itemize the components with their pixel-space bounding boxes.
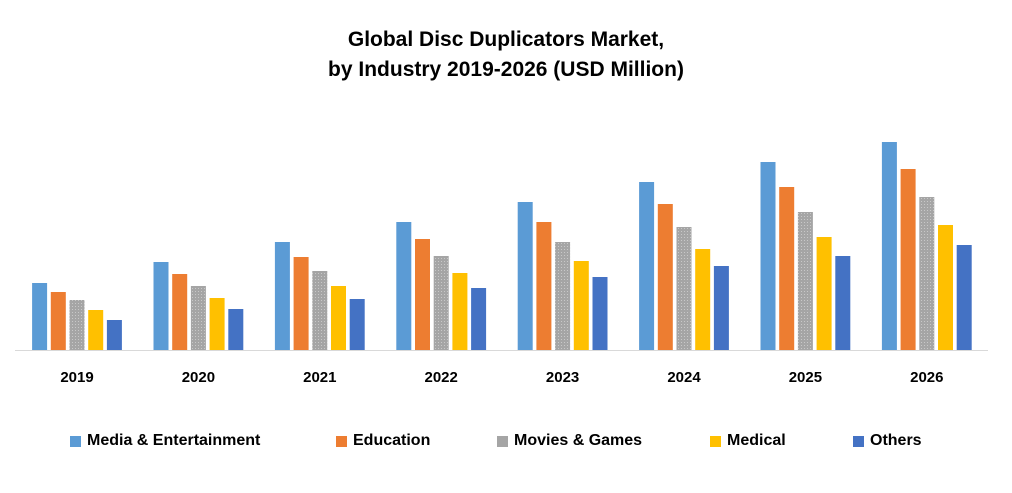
bar-2022-education: [415, 239, 430, 350]
chart-title-line1: Global Disc Duplicators Market,: [347, 28, 665, 51]
bar-2025-education: [779, 187, 795, 350]
bar-2022-others: [471, 288, 487, 350]
x-tick-label: 2024: [667, 369, 701, 386]
bar-2025-media-entertainment: [760, 162, 776, 350]
legend-label: Others: [870, 432, 922, 449]
legend-swatch: [710, 435, 721, 447]
bar-2024-medical: [695, 249, 711, 350]
bar-2019-education: [50, 292, 66, 350]
bar-2021-others: [349, 299, 365, 350]
legend-item: Movies & Games: [497, 432, 642, 450]
x-tick-label: 2020: [182, 369, 215, 386]
bar-2019-media-entertainment: [32, 283, 48, 350]
bar-2024-movies-games: [676, 227, 692, 350]
bar-2019-movies-games: [69, 300, 85, 350]
bar-2026-movies-games: [919, 197, 935, 350]
legend-item: Media & Entertainment: [70, 432, 260, 450]
x-tick-label: 2026: [910, 369, 943, 386]
legend-item: Medical: [710, 432, 786, 450]
bar-2022-movies-games: [433, 256, 449, 350]
legend-swatch: [853, 435, 864, 447]
x-tick-label: 2022: [425, 369, 458, 386]
bar-2023-movies-games: [555, 242, 571, 350]
bar-2024-others: [713, 266, 729, 350]
x-tick-label: 2019: [60, 369, 93, 386]
bar-2022-medical: [452, 273, 468, 350]
legend-swatch: [497, 435, 508, 447]
bar-2023-others: [592, 277, 608, 350]
bar-2025-medical: [816, 237, 832, 350]
legend-swatch: [336, 435, 347, 447]
bar-2021-medical: [331, 286, 346, 350]
bar-2019-medical: [88, 310, 104, 350]
bar-2026-education: [900, 169, 916, 350]
bar-2020-medical: [209, 298, 225, 350]
bar-2026-others: [956, 245, 972, 350]
bar-2026-medical: [938, 225, 953, 350]
bar-2023-medical: [573, 261, 589, 350]
bar-2020-media-entertainment: [153, 262, 169, 350]
legend-item: Education: [336, 432, 430, 450]
x-tick-label: 2025: [789, 369, 822, 386]
bar-2024-media-entertainment: [639, 182, 655, 350]
bar-2023-education: [536, 222, 552, 350]
legend-label: Education: [353, 432, 431, 449]
x-tick-label: 2021: [303, 369, 336, 386]
bar-2022-media-entertainment: [396, 222, 412, 350]
x-tick-label: 2023: [546, 369, 579, 386]
bar-2019-others: [106, 320, 122, 350]
legend-item: Others: [853, 432, 922, 450]
legend-label: Movies & Games: [514, 432, 643, 449]
bar-2021-movies-games: [312, 271, 328, 350]
legend-label: Media & Entertainment: [87, 432, 261, 449]
bar-2020-education: [172, 274, 188, 350]
legend-swatch: [70, 435, 81, 447]
bar-2021-education: [293, 257, 309, 350]
bar-2020-movies-games: [190, 286, 206, 350]
bar-2021-media-entertainment: [274, 242, 290, 350]
bar-2023-media-entertainment: [517, 202, 533, 350]
bar-2024-education: [657, 204, 673, 350]
bar-2025-movies-games: [797, 212, 813, 350]
bar-2026-media-entertainment: [881, 142, 897, 350]
chart-title-line2: by Industry 2019-2026 (USD Million): [328, 58, 684, 81]
legend-label: Medical: [727, 432, 786, 449]
bar-2020-others: [228, 309, 244, 350]
bar-2025-others: [835, 256, 851, 350]
